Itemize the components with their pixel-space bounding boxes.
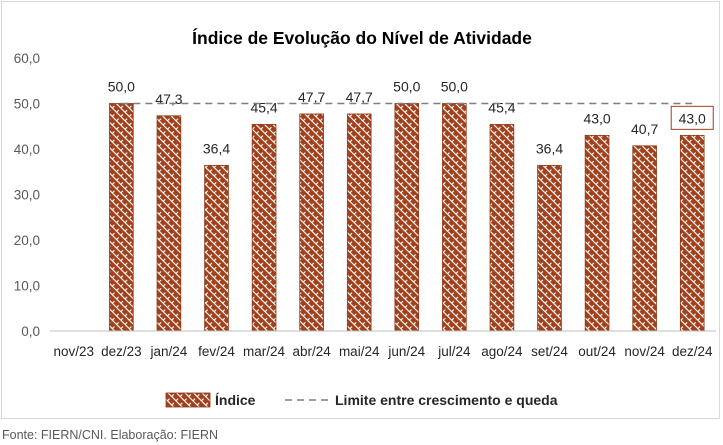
x-tick-label: dez/23 [101,344,142,359]
y-tick-label: 10,0 [14,279,40,294]
data-label: 45,4 [250,99,277,115]
x-tick-label: out/24 [578,344,616,359]
x-tick-label: jul/24 [437,344,471,359]
bar-fev-24 [204,164,229,332]
bar-nov-24 [632,145,657,332]
bar-dez-23 [109,103,134,332]
y-tick-label: 60,0 [14,51,40,66]
bar-jun-24 [394,103,420,332]
data-label: 47,7 [298,89,325,105]
x-tick-label: nov/23 [54,344,95,359]
data-label: 50,0 [441,79,468,95]
source-note: Fonte: FIERN/CNI. Elaboração: FIERN [2,428,219,442]
x-tick-label: nov/24 [624,344,665,359]
bar-jul-24 [442,103,467,332]
bar-jan-24 [156,115,182,332]
chart-title: Índice de Evolução do Nível de Atividade [192,27,532,48]
bar-abr-24 [299,113,324,332]
bar-set-24 [537,164,562,332]
y-tick-label: 30,0 [14,188,40,203]
x-tick-label: dez/24 [672,344,713,359]
bar-dez-24 [679,134,705,332]
data-label-box [670,105,714,130]
x-tick-label: abr/24 [293,344,332,359]
bar-mar-24 [251,124,277,332]
chart-frame: Índice de Evolução do Nível de Atividade… [1,1,720,419]
data-label: 40,7 [631,121,658,137]
x-tick-label: fev/24 [198,344,235,359]
data-label: 47,3 [155,91,182,107]
data-label: 36,4 [203,140,230,156]
bar-mai-24 [346,113,372,332]
x-tick-label: jan/24 [150,344,188,359]
data-label: 47,7 [346,89,373,105]
bar-ago-24 [489,124,515,332]
data-label: 36,4 [536,140,563,156]
x-tick-label: mar/24 [243,344,286,359]
x-tick-label: mai/24 [339,344,380,359]
y-tick-label: 50,0 [14,97,40,112]
x-tick-label: set/24 [531,344,568,359]
bar-out-24 [584,134,610,332]
data-label: 45,4 [488,99,515,115]
data-label: 43,0 [679,110,706,126]
x-tick-label: ago/24 [481,344,523,359]
bar-chart: Índice de Evolução do Nível de Atividade… [14,27,716,408]
legend-label-limite: Limite entre crescimento e queda [335,392,558,408]
legend-label-indice: Índice [215,392,256,408]
data-label: 50,0 [393,79,420,95]
y-tick-label: 0,0 [21,324,40,339]
x-tick-label: jun/24 [387,344,425,359]
y-tick-label: 40,0 [14,142,40,157]
data-label: 50,0 [108,79,135,95]
y-tick-label: 20,0 [14,233,40,248]
legend-swatch-indice [165,392,211,408]
data-label: 43,0 [583,110,610,126]
